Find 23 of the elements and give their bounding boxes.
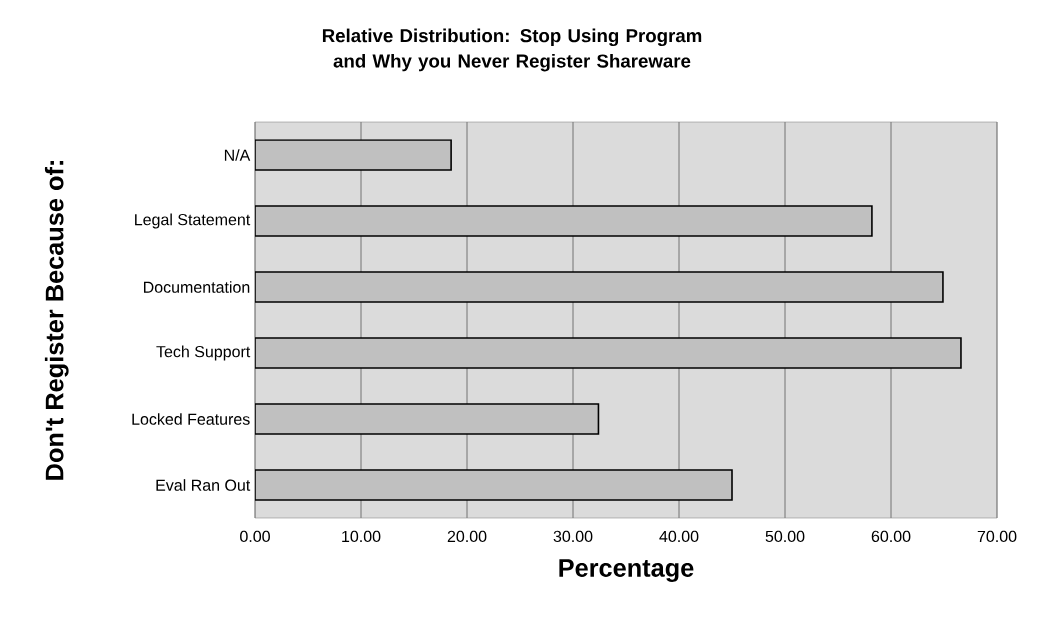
y-tick-label: Eval Ran Out [156,479,251,491]
y-tick-label: N/A [224,149,251,161]
x-tick-label: 40.00 [659,530,699,543]
x-axis-title: Percentage [559,559,694,582]
bar [255,271,944,303]
x-tick-label: 20.00 [447,530,487,543]
y-axis-title: Don't Register Because of: [44,161,69,480]
x-tick-label: 0.00 [240,530,270,543]
bar [255,139,452,171]
y-tick-label: Legal Statement [135,213,251,229]
y-tick-label: Tech Support [156,345,251,361]
x-tick-label: 10.00 [342,530,381,543]
bar [255,403,600,435]
x-tick-label: 60.00 [871,530,911,543]
x-tick-label: 70.00 [977,530,1017,543]
chart-title: Relative Distribution: Stop Using Program and Why you Never Register Shareware [322,28,702,72]
x-tick-label: 30.00 [553,530,593,543]
y-tick-label: Locked Features [132,413,250,425]
y-tick-label: Documentation [143,281,250,293]
bar [255,337,962,369]
x-tick-label: 50.00 [765,530,805,543]
bar [255,469,733,501]
bar [255,205,873,237]
